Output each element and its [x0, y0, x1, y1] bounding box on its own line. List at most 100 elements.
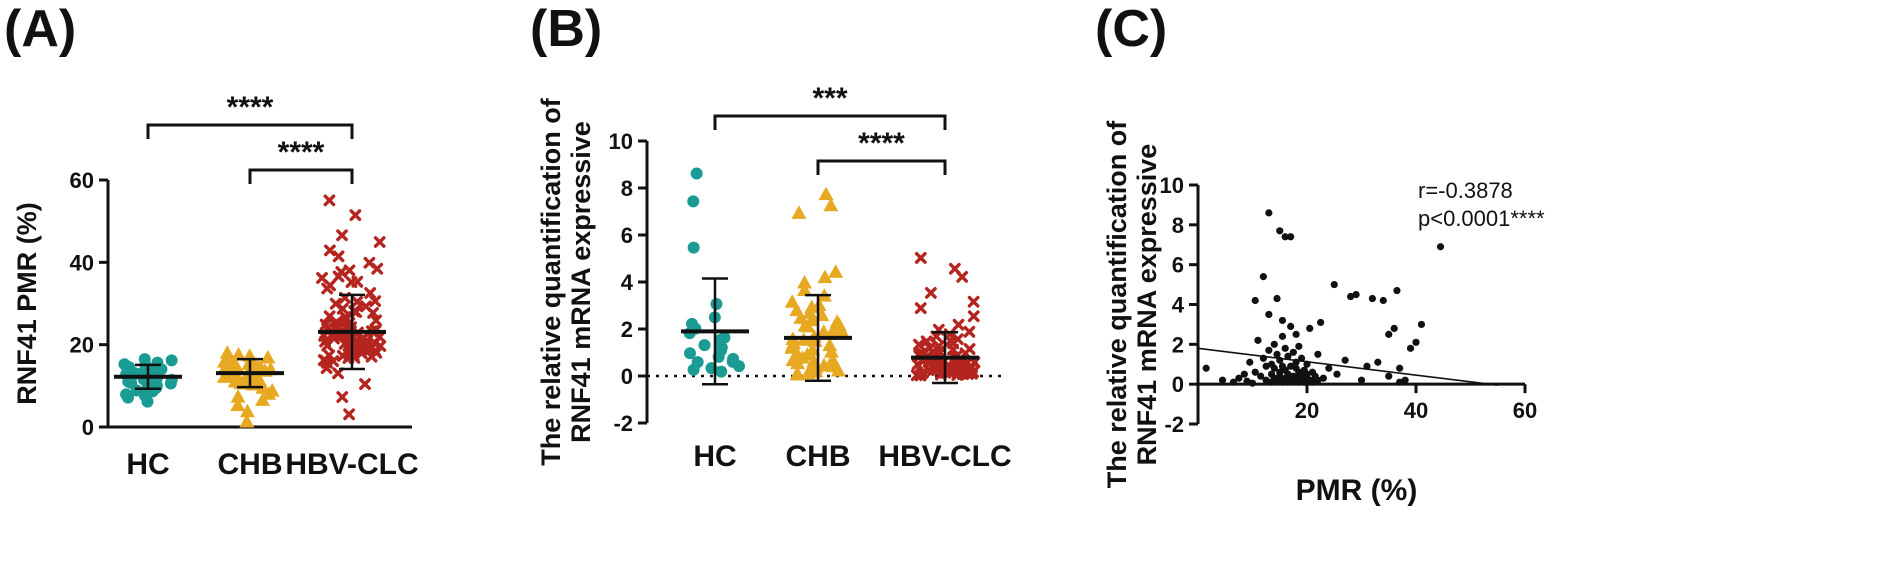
panel-c-point — [1330, 280, 1338, 289]
panel-c-point — [1287, 322, 1295, 331]
panel-c-x-axis-label: PMR (%) — [1296, 474, 1418, 507]
panel-c-point — [1284, 352, 1292, 360]
panel-a-hbv-clc-point — [349, 209, 362, 222]
panel-a-chb-point — [219, 345, 235, 359]
panel-c-y-tick-label-4: 4 — [1172, 293, 1185, 318]
panel-a-significance-bracket-chb-vs-hbv-clc — [248, 168, 354, 184]
panel-b-hbv-clc-point — [916, 367, 929, 380]
panel-c-point — [1270, 364, 1278, 372]
panel-a-hbv-clc-point — [330, 316, 343, 328]
panel-b-y-tick-label-10: 10 — [609, 129, 633, 154]
panel-c-point — [1278, 332, 1287, 340]
panel-c-y-tick-label-8: 8 — [1172, 213, 1184, 238]
panel-a-hbv-clc-point — [339, 311, 352, 323]
panel-c-point — [1314, 350, 1322, 358]
panel-b-category-label-hbv-clc: HBV-CLC — [878, 440, 1011, 473]
panel-b-chb-point — [791, 205, 807, 219]
panel-c-point — [1276, 227, 1284, 235]
panel-b-category-label-hc: HC — [693, 440, 736, 473]
panel-c-point — [1259, 273, 1267, 281]
panel-a-hbv-clc-point — [345, 276, 358, 289]
panel-c-point — [1202, 364, 1210, 372]
panel-c-point — [1385, 372, 1393, 380]
panel-c-y-tick-label-2: -2 — [1164, 412, 1184, 437]
panel-b-category-label-chb: CHB — [786, 440, 851, 473]
panel-c-point — [1281, 233, 1289, 241]
panel-c-point — [1289, 348, 1297, 356]
panel-b-chb-point — [789, 302, 805, 317]
panel-c-point — [1265, 209, 1273, 217]
panel-a-hbv-clc-point — [329, 297, 342, 310]
panel-a-hc-point — [138, 353, 151, 366]
panel-c-point — [1287, 233, 1295, 241]
panel-b-chb-point — [816, 324, 832, 338]
panel-c-point — [1246, 358, 1254, 366]
panel-a-hbv-clc-point — [369, 295, 382, 308]
panel-a-y-tick-label-0: 0 — [82, 415, 94, 440]
panel-a-hbv-clc-point — [324, 244, 336, 257]
panel-a-hbv-clc-point — [350, 306, 363, 318]
panel-c-x-tick-label-40: 40 — [1404, 398, 1428, 423]
panel-c-point — [1235, 374, 1243, 382]
panel-c-point — [1270, 340, 1278, 348]
panel-a-hbv-clc-point — [336, 391, 349, 403]
panel-b-y-tick-label-0: 0 — [621, 364, 633, 389]
panel-b-significance-bracket-chb-vs-hbv-clc — [816, 159, 947, 175]
panel-c-point — [1385, 330, 1393, 338]
panel-b-hc-point — [690, 167, 703, 180]
panel-c-point — [1306, 324, 1314, 332]
panel-a-significance-bracket-hc-vs-hbv-clc — [146, 123, 354, 139]
panel-b-hbv-clc-point — [914, 302, 927, 315]
panel-b-hbv-clc-point — [954, 358, 967, 370]
panel-b-hbv-clc-point — [948, 262, 961, 275]
panel-a-chb-point — [231, 347, 247, 361]
panel-a-hbv-clc-point — [363, 256, 376, 269]
panel-b-chb-point — [799, 347, 815, 361]
panel-a-hbv-clc-point — [321, 339, 334, 352]
panel-b-hbv-clc-point — [944, 335, 957, 347]
panel-c-y-tick-label-2: 2 — [1172, 332, 1184, 357]
panel-b-chb-point — [797, 317, 813, 332]
panel-a-chb-point — [225, 360, 241, 375]
panel-a-hbv-clc-point — [361, 334, 374, 347]
panel-a-hbv-clc-point — [319, 318, 332, 331]
panel-c-point — [1243, 377, 1251, 385]
panel-a-hbv-clc-point — [336, 350, 349, 362]
panel-c-point — [1374, 358, 1382, 366]
panel-c-point — [1379, 296, 1387, 305]
panel-c-point — [1265, 310, 1273, 319]
panel-b-hbv-clc-point — [924, 286, 937, 299]
panel-c-point — [1436, 243, 1445, 251]
panel-c-point — [1319, 374, 1327, 382]
panel-a-hbv-clc-point — [374, 340, 387, 352]
panel-c-point — [1265, 346, 1273, 354]
panel-b-y-tick-label-2: -2 — [613, 411, 633, 436]
panel-a-hc-point — [165, 354, 178, 367]
panel-c-annotation-line-1: r=-0.3878 — [1418, 178, 1513, 203]
panel-c-point — [1347, 292, 1355, 301]
panel-b-hbv-clc-point — [963, 325, 976, 338]
panel-c-point — [1406, 344, 1415, 352]
panel-a-hc-point — [151, 356, 164, 369]
panel-c-point — [1273, 350, 1281, 358]
panel-b-chb-point — [829, 314, 845, 328]
panel-b-hc-point — [687, 195, 700, 208]
panel-b-y-tick-label-2: 2 — [621, 317, 633, 342]
panel-a-hbv-clc-point — [359, 378, 371, 390]
panel-b-hbv-clc-point — [952, 318, 965, 331]
panel-a-y-tick-label-40: 40 — [70, 250, 94, 275]
panel-b-hbv-clc-point — [913, 338, 925, 351]
panel-b-chb-point — [785, 338, 801, 352]
panel-a-chb-point — [248, 372, 264, 387]
panel-c-point — [1352, 290, 1360, 299]
panel-c-point — [1254, 336, 1262, 344]
panel-b-chb-point — [817, 269, 833, 284]
panel-a-chb-point — [230, 389, 246, 403]
panel-b-hc-point — [684, 347, 697, 360]
panel-c-point — [1401, 376, 1409, 384]
panel-c-label: (C) — [1095, 0, 1167, 58]
panel-c-point — [1317, 318, 1325, 327]
panel-b-hc-point — [715, 365, 728, 378]
panel-c-point — [1281, 344, 1289, 352]
